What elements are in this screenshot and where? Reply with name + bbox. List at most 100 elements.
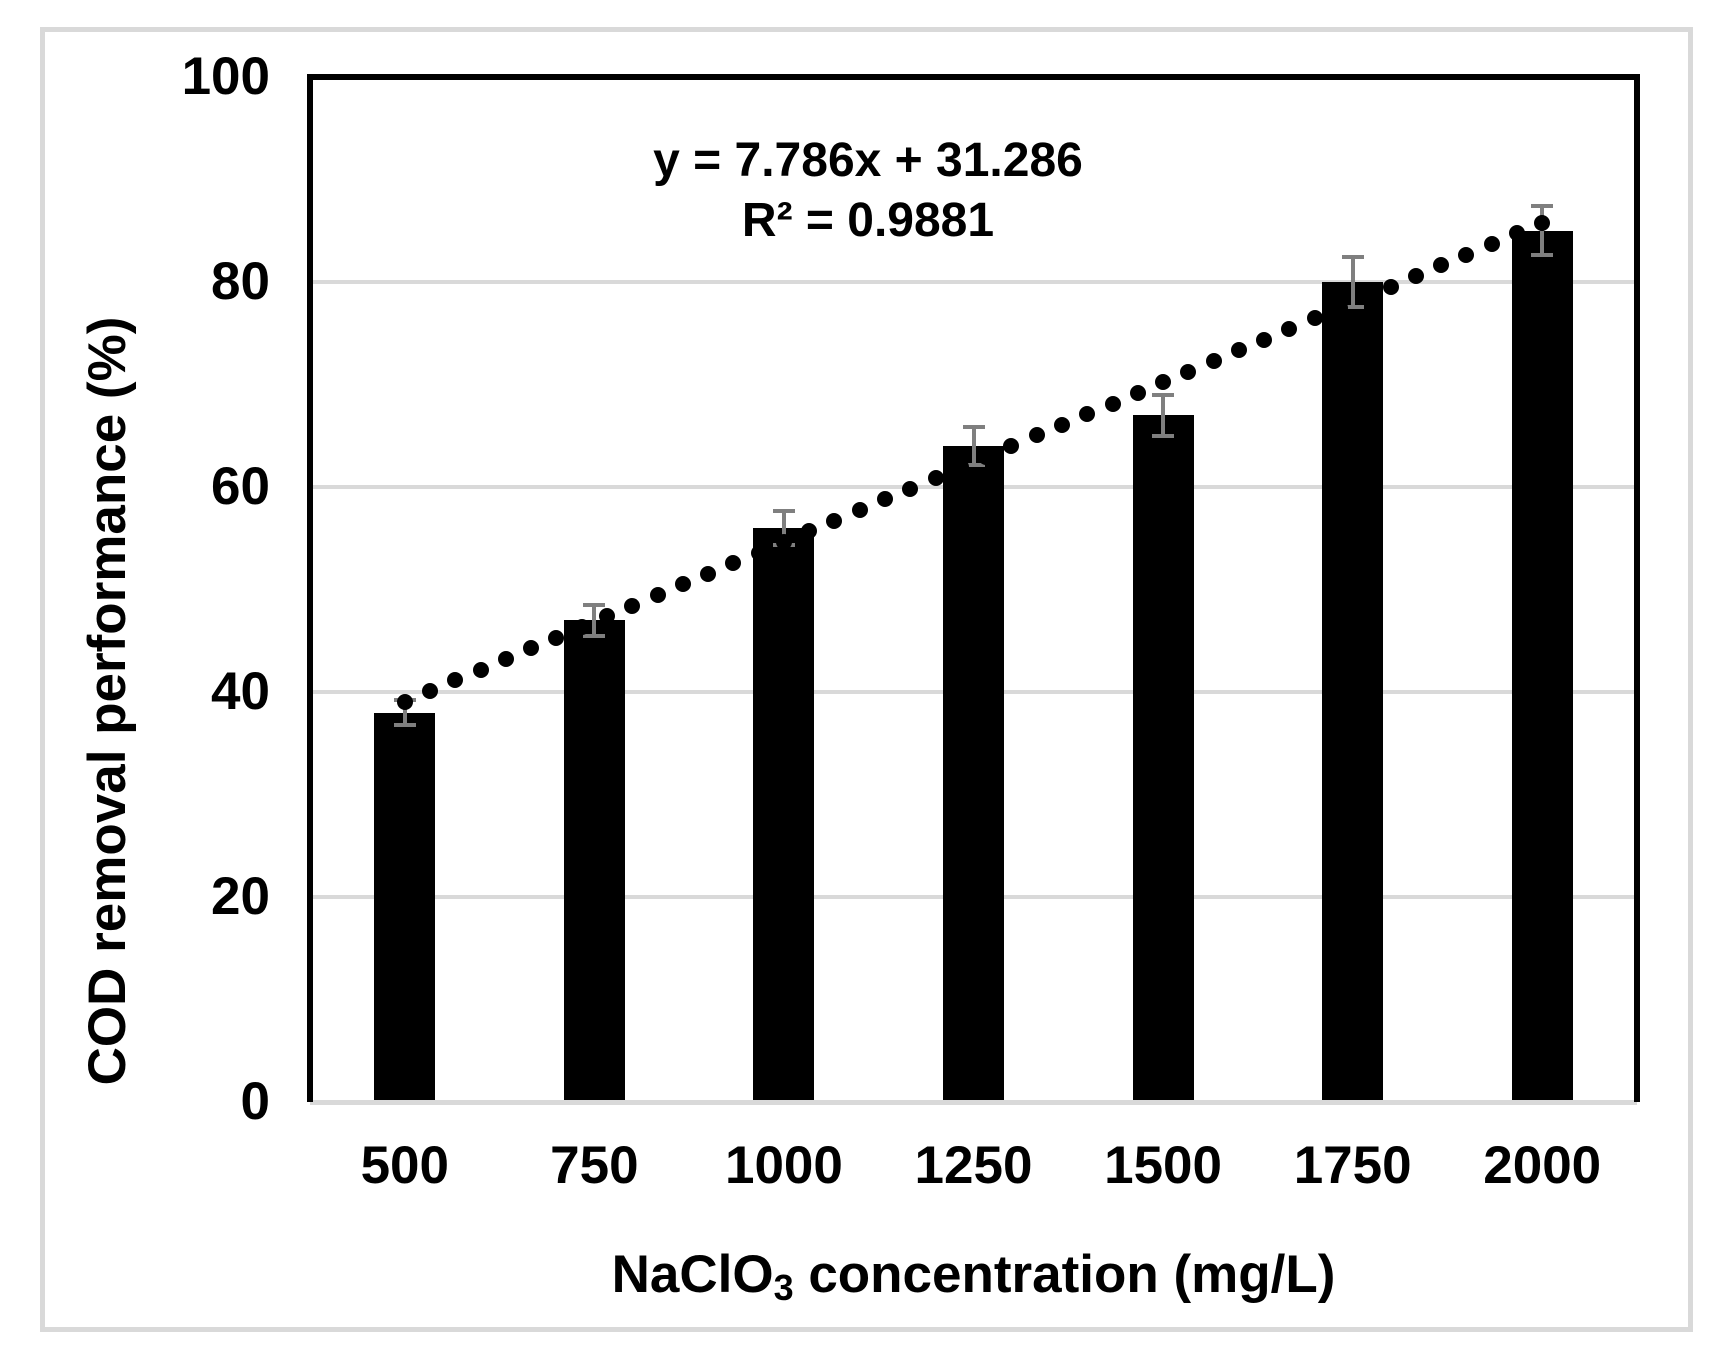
plot-border-top: [307, 74, 1640, 80]
gridline-80: [310, 280, 1637, 284]
trendline-dot: [1028, 427, 1045, 444]
trendline-dot: [1129, 384, 1146, 401]
x-axis-title-subscript: 3: [773, 1266, 794, 1308]
error-bar-1000: [781, 510, 786, 546]
trendline-r-squared: R² = 0.9881: [741, 194, 995, 247]
x-tick-label-750: 750: [550, 1136, 639, 1195]
error-bar-2000: [1540, 206, 1545, 256]
y-tick-label-20: 20: [211, 867, 270, 926]
x-axis-title-base: NaClO: [611, 1245, 774, 1304]
trendline-dot: [674, 576, 691, 593]
trendline-dot: [1053, 416, 1070, 433]
trendline-dot: [1433, 257, 1450, 274]
trendline-dot: [624, 597, 641, 614]
trendline-dot: [447, 672, 464, 689]
trendline-dot: [497, 650, 514, 667]
bar-500: [374, 712, 436, 1102]
trendline-dot: [523, 640, 540, 657]
trendline-dot: [851, 501, 868, 518]
trendline-dot: [1483, 235, 1500, 252]
trendline-dot: [1230, 342, 1247, 359]
bar-1250: [943, 446, 1004, 1102]
y-tick-label-0: 0: [240, 1072, 270, 1131]
x-tick-label-1000: 1000: [724, 1136, 843, 1195]
error-bar-cap-bottom-2000: [1531, 253, 1554, 258]
trendline-dot: [1104, 395, 1121, 412]
bar-1750: [1322, 282, 1384, 1102]
y-tick-label-40: 40: [211, 662, 270, 721]
error-bar-750: [592, 604, 597, 636]
bar-1000: [753, 528, 815, 1102]
y-tick-label-100: 100: [181, 47, 270, 106]
x-tick-label-1500: 1500: [1104, 1136, 1223, 1195]
x-tick-label-2000: 2000: [1483, 1136, 1602, 1195]
trendline-dot: [1458, 246, 1475, 263]
y-tick-label-60: 60: [211, 457, 270, 516]
error-bar-cap-top-1500: [1152, 392, 1175, 397]
bar-1500: [1132, 415, 1194, 1102]
y-axis-line: [307, 74, 313, 1102]
trendline-dot: [952, 459, 969, 476]
error-bar-cap-top-750: [583, 602, 606, 607]
error-bar-1250: [971, 426, 976, 466]
trendline-dot: [1382, 278, 1399, 295]
x-tick-label-1250: 1250: [914, 1136, 1033, 1195]
trendline-dot: [1407, 267, 1424, 284]
error-bar-cap-top-1750: [1341, 255, 1364, 260]
plot-border-right: [1634, 74, 1640, 1102]
trendline-dot: [1003, 438, 1020, 455]
trendline-annotation: y = 7.786x + 31.286 R² = 0.9881: [568, 131, 1168, 251]
trendline-dot: [826, 512, 843, 529]
trendline-dot: [472, 661, 489, 678]
trendline-dot: [801, 523, 818, 540]
bar-2000: [1511, 230, 1573, 1102]
trendline-dot: [927, 470, 944, 487]
error-bar-1750: [1350, 257, 1355, 307]
trendline-dot: [422, 682, 439, 699]
trendline-dot: [649, 587, 666, 604]
error-bar-cap-top-1000: [772, 508, 795, 513]
bar-750: [563, 620, 625, 1102]
trendline-dot: [1508, 225, 1525, 242]
trendline-dot: [1306, 310, 1323, 327]
error-bar-cap-bottom-750: [583, 633, 606, 638]
error-bar-cap-bottom-1500: [1152, 433, 1175, 438]
trendline-dot: [978, 448, 995, 465]
trendline-dot: [1332, 299, 1348, 316]
trendline-equation: y = 7.786x + 31.286: [653, 134, 1083, 187]
trendline-dot: [1155, 374, 1172, 391]
x-axis-line: [310, 1100, 1637, 1105]
trendline-dot: [1256, 331, 1273, 348]
trendline-dot: [775, 533, 792, 550]
trendline-dot: [1534, 214, 1551, 231]
trendline-dot: [877, 491, 894, 508]
y-tick-label-80: 80: [211, 252, 270, 311]
trendline-dot: [1281, 321, 1298, 338]
x-axis-title: NaClO3 concentration (mg/L): [310, 1247, 1637, 1316]
error-bar-cap-top-1250: [962, 424, 985, 429]
trendline-dot: [725, 555, 742, 572]
trendline-dot: [548, 629, 565, 646]
error-bar-cap-bottom-500: [393, 722, 416, 727]
trendline-dot: [1079, 406, 1096, 423]
trendline-dot: [573, 619, 590, 636]
x-axis-title-rest: concentration (mg/L): [793, 1245, 1336, 1304]
trendline-dot: [1357, 289, 1374, 306]
error-bar-cap-bottom-1250: [962, 463, 985, 468]
error-bar-cap-top-2000: [1531, 204, 1554, 209]
trendline-dot: [700, 565, 717, 582]
error-bar-500: [402, 700, 407, 725]
trendline-dot: [396, 693, 413, 710]
error-bar-1500: [1161, 394, 1166, 436]
x-tick-label-500: 500: [360, 1136, 449, 1195]
trendline-dot: [1205, 353, 1222, 369]
figure-border: [40, 27, 1693, 1332]
error-bar-cap-bottom-1750: [1341, 304, 1364, 309]
trendline-dot: [750, 544, 767, 561]
trendline-dot: [1180, 363, 1197, 380]
y-axis-title: COD removal performance (%): [78, 316, 137, 1086]
x-tick-label-1750: 1750: [1293, 1136, 1412, 1195]
trendline-dot: [598, 608, 615, 625]
trendline-dot: [902, 480, 919, 497]
